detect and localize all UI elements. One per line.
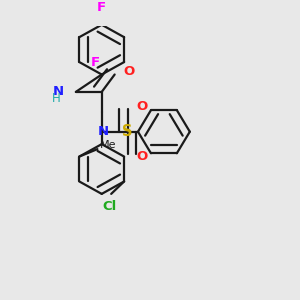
Text: N: N (53, 85, 64, 98)
Text: F: F (97, 1, 106, 14)
Text: N: N (98, 125, 109, 138)
Text: F: F (91, 56, 100, 69)
Text: H: H (52, 92, 61, 105)
Text: S: S (122, 124, 133, 139)
Text: Me: Me (100, 140, 117, 150)
Text: O: O (136, 150, 148, 164)
Text: O: O (136, 100, 148, 113)
Text: O: O (124, 65, 135, 78)
Text: Cl: Cl (103, 200, 117, 212)
